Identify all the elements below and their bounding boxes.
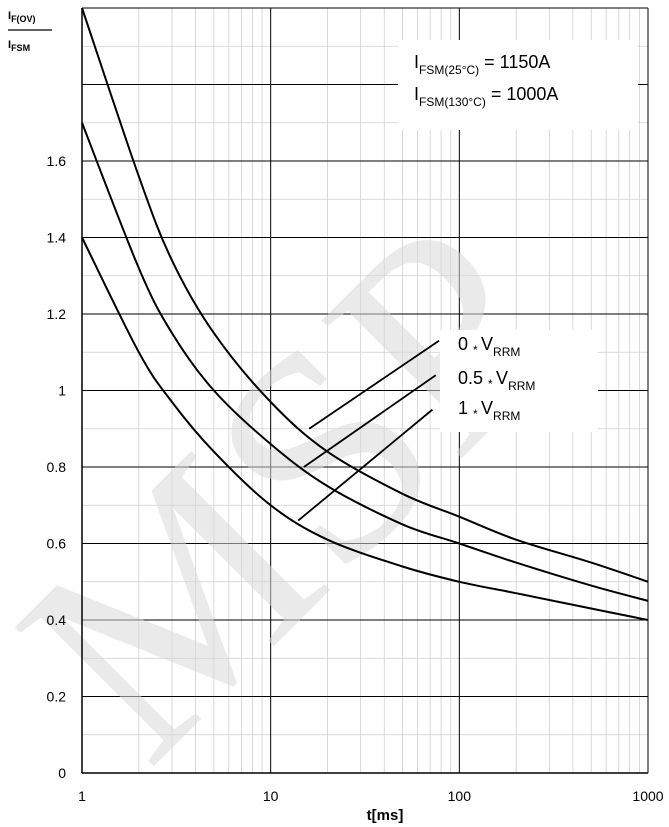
y-axis-title-numerator: IF(OV) <box>8 10 36 24</box>
x-tick-label: 10 <box>263 788 279 804</box>
annotations: IFSM(25°C) = 1150A IFSM(130°C) = 1000A 0 *… <box>398 40 638 432</box>
y-tick-label: 0.6 <box>47 536 67 552</box>
y-tick-label: 1 <box>58 383 66 399</box>
series-line-0 <box>81 7 649 583</box>
y-tick-label: 1.4 <box>47 230 67 246</box>
series-line-2 <box>81 237 649 621</box>
leader-line-1 <box>303 374 437 468</box>
ifsm-130c-label: IFSM(130°C) = 1000A <box>414 84 558 109</box>
leader-line-0 <box>308 340 440 430</box>
x-tick-label: 100 <box>448 788 472 804</box>
x-tick-label: 1 <box>78 788 86 804</box>
ifsm-25c-label: IFSM(25°C) = 1150A <box>414 52 550 77</box>
series-lines <box>81 7 649 621</box>
y-axis-title-denominator: IFSM <box>8 39 30 53</box>
leader-lines <box>297 340 440 522</box>
y-tick-label: 0 <box>58 765 66 781</box>
series-label-1: 0.5 * VRRM <box>458 368 535 393</box>
leader-line-2 <box>297 408 433 522</box>
y-tick-label: 0.8 <box>47 459 67 475</box>
labels-box <box>440 330 598 432</box>
x-tick-label: 1000 <box>632 788 663 804</box>
series-line-1 <box>81 122 649 602</box>
y-tick-label: 0.2 <box>47 689 67 705</box>
plot-frame <box>81 8 648 774</box>
x-axis-title: t[ms] <box>367 807 404 824</box>
axis-titles: t[ms] IF(OV) IFSM <box>8 10 403 824</box>
series-label-0: 0 * VRRM <box>458 334 520 359</box>
tick-labels: 1 10 100 1000 0 0.2 0.4 0.6 0.8 1 1.2 1.4 1.6 <box>47 153 664 804</box>
y-tick-label: 1.6 <box>47 153 67 169</box>
y-tick-label: 1.2 <box>47 306 67 322</box>
ifsm-box <box>398 40 638 130</box>
series-label-2: 1 * VRRM <box>458 398 520 423</box>
y-tick-label: 0.4 <box>47 612 67 628</box>
